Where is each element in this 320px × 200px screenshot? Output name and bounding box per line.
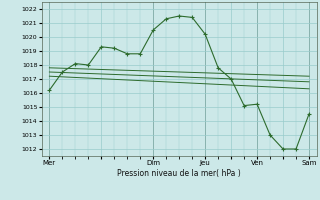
X-axis label: Pression niveau de la mer( hPa ): Pression niveau de la mer( hPa ): [117, 169, 241, 178]
